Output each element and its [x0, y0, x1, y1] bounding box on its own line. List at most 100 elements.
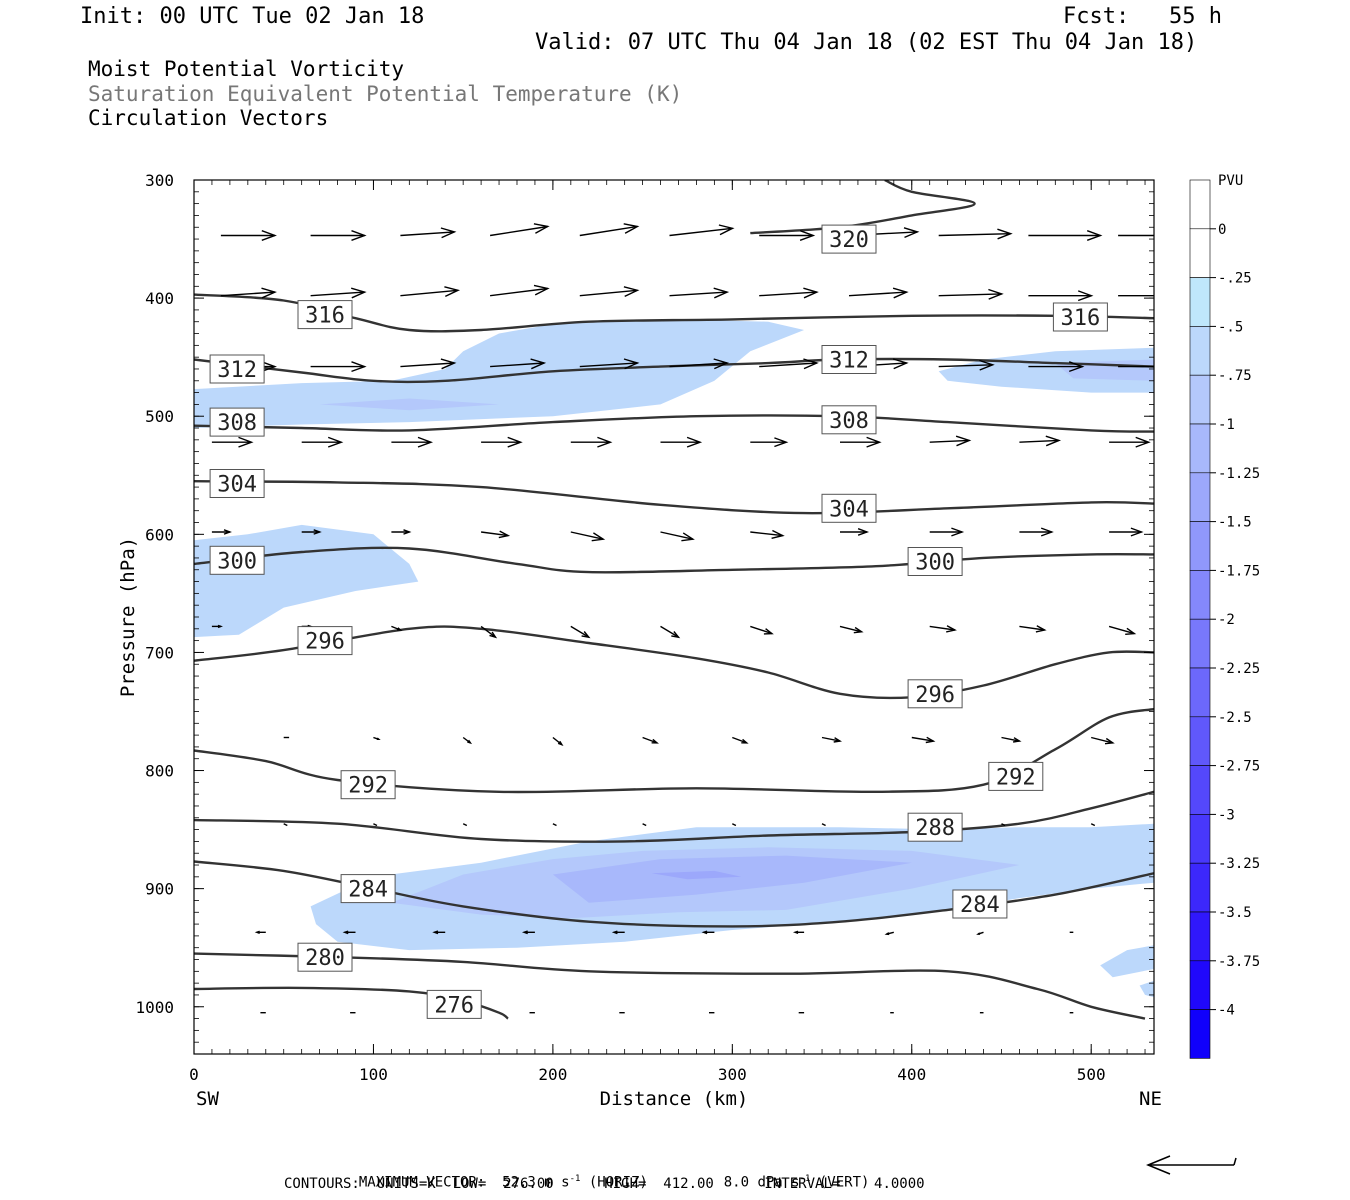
circulation-vector	[1028, 230, 1103, 241]
vector-head	[951, 527, 965, 537]
vector-head	[1168, 291, 1181, 301]
vector-shaft	[220, 291, 275, 297]
vector-shaft	[1001, 736, 1020, 742]
circulation-vector	[521, 930, 535, 935]
vector-head	[1177, 231, 1190, 241]
contour-label-box	[907, 812, 963, 842]
vector-shaft	[929, 439, 970, 443]
contour-label-text: 284	[348, 878, 388, 903]
vector-head	[403, 529, 412, 535]
vector-head	[432, 930, 439, 935]
colorbar-swatch	[1189, 1009, 1211, 1059]
vector-shaft	[759, 362, 817, 368]
title-theta-es: Saturation Equivalent Potential Temperat…	[88, 82, 683, 106]
vector-head	[581, 631, 591, 639]
vector-head	[342, 930, 349, 935]
vector-head	[1104, 737, 1115, 745]
circulation-vector	[1118, 362, 1172, 372]
vector-head	[1035, 625, 1047, 633]
circulation-vector	[400, 286, 461, 298]
vector-head	[623, 286, 640, 298]
vector-shaft	[579, 289, 638, 297]
colorbar-label: -4	[1218, 1003, 1235, 1019]
contour-label-296: 296	[297, 626, 353, 656]
vector-head	[1125, 627, 1137, 635]
vector-head	[671, 631, 681, 639]
circulation-vector	[759, 358, 819, 370]
max-vector-vert-value: 8.0 dPa s	[723, 1174, 800, 1191]
vector-head	[686, 436, 703, 448]
vector-shaft	[373, 823, 378, 827]
contour-label-284: 284	[340, 874, 396, 904]
mpv-region	[1100, 945, 1154, 978]
colorbar-label: -3.5	[1218, 905, 1252, 921]
circulation-vector	[660, 436, 703, 448]
colorbar-swatch	[1189, 228, 1211, 278]
vector-head	[833, 737, 842, 743]
contour-label-300: 300	[209, 545, 265, 575]
vector-shaft	[400, 231, 455, 237]
contour-label-box	[821, 224, 877, 254]
vector-shaft	[732, 736, 747, 744]
colorbar-label: -1.25	[1218, 466, 1260, 482]
colorbar-swatch	[1189, 570, 1211, 620]
circulation-vector	[462, 736, 473, 745]
contour-label-text: 308	[217, 411, 257, 436]
vector-head	[507, 436, 523, 448]
max-vector-horiz-tag: (HORIZ)	[588, 1174, 648, 1191]
vector-shaft	[400, 362, 455, 368]
circulation-vector	[220, 287, 277, 299]
vector-head	[774, 437, 789, 448]
x-tick-label: 400	[897, 1065, 926, 1084]
vector-shaft	[579, 225, 638, 237]
circulation-vector	[839, 625, 864, 634]
y-axis-title: Pressure (hPa)	[117, 537, 139, 697]
y-tick-label: 800	[145, 762, 174, 781]
circulation-vector	[373, 736, 381, 740]
y-tick-label: 300	[145, 171, 174, 190]
contour-label-text: 316	[1061, 306, 1101, 331]
vector-head	[803, 287, 819, 299]
footer-contours: CONTOURS: UNITS=K LOW= 276.00 HIGH= 412.…	[284, 1176, 925, 1192]
circulation-vector	[552, 736, 564, 746]
vector-shaft	[579, 362, 638, 368]
vector-head	[1045, 435, 1062, 447]
contour-304	[194, 480, 1154, 515]
circulation-vector	[792, 930, 805, 935]
vector-head	[1068, 361, 1085, 373]
vector-head	[741, 738, 749, 744]
vector-shaft	[821, 736, 841, 742]
circulation-vector	[310, 230, 367, 241]
circulation-vector	[1028, 290, 1094, 302]
vector-shaft	[848, 291, 907, 297]
colorbar-label: -2	[1218, 612, 1235, 628]
circulation-vector	[373, 823, 378, 827]
vector-head	[701, 930, 708, 935]
colorbar-swatch	[1189, 667, 1211, 718]
circulation-vector	[1019, 527, 1054, 537]
vector-head	[718, 224, 735, 236]
contour-label-box	[988, 761, 1044, 791]
colorbar-swatch	[1189, 618, 1211, 669]
contour-label-304: 304	[821, 493, 877, 523]
circulation-vector	[701, 930, 715, 935]
contour-label-308: 308	[209, 407, 265, 437]
vector-head	[533, 284, 550, 296]
contour-276	[194, 986, 509, 1020]
vector-shaft	[839, 625, 862, 633]
vector-head	[799, 230, 816, 241]
contour-label-text: 276	[434, 993, 474, 1018]
colorbar-label: -1.75	[1218, 563, 1260, 579]
contour-label-280: 280	[297, 942, 353, 972]
contour-label-text: 304	[217, 473, 257, 498]
circulation-vector	[669, 224, 735, 237]
circulation-vector	[1001, 823, 1006, 827]
circulation-vector	[1109, 436, 1151, 448]
vector-head	[1159, 362, 1172, 372]
vector-head	[440, 227, 457, 239]
mpv-shading	[194, 319, 1154, 998]
vector-shaft	[489, 225, 548, 237]
vector-head	[713, 287, 730, 299]
circulation-vector	[570, 531, 606, 542]
circulation-vector	[840, 436, 882, 448]
